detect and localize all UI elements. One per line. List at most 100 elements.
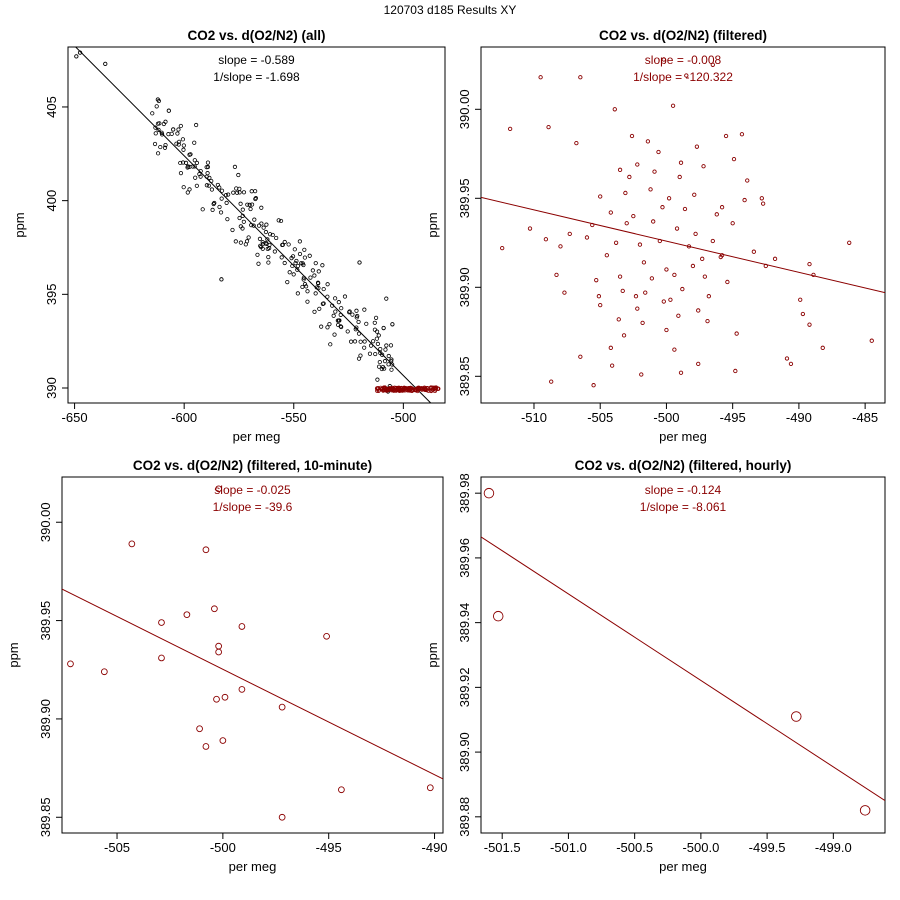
- slope-annotation: slope = -0.025: [214, 483, 291, 497]
- data-point: [645, 139, 651, 144]
- data-point: [287, 270, 292, 275]
- data-point: [236, 172, 241, 178]
- x-tick-label: -500.5: [616, 840, 653, 855]
- data-point: [215, 648, 222, 656]
- x-tick-label: -550: [281, 410, 307, 425]
- data-point: [325, 294, 330, 299]
- x-tick-label: -501.5: [484, 840, 521, 855]
- data-point: [197, 172, 202, 177]
- data-point: [310, 268, 315, 273]
- data-point: [319, 324, 324, 329]
- data-point: [616, 317, 621, 322]
- page-title: 120703 d185 Results XY: [383, 3, 517, 17]
- data-point: [617, 167, 623, 172]
- data-point: [549, 379, 554, 384]
- data-point: [181, 185, 186, 190]
- plot-frame: [480, 46, 886, 404]
- data-point: [330, 303, 335, 308]
- data-point: [734, 331, 739, 336]
- data-point: [617, 274, 623, 279]
- data-point: [380, 364, 386, 370]
- data-point: [731, 156, 737, 162]
- data-point: [249, 202, 255, 207]
- data-point: [276, 218, 281, 223]
- data-point: [378, 346, 383, 352]
- data-point: [320, 263, 325, 268]
- data-point: [218, 210, 224, 215]
- x-tick-label: -500: [210, 840, 236, 855]
- data-point: [249, 223, 254, 228]
- data-point: [661, 57, 666, 62]
- x-axis-label: per meg: [229, 859, 277, 874]
- data-point: [367, 351, 373, 356]
- y-tick-label: 390.00: [38, 502, 53, 542]
- data-point: [327, 322, 332, 327]
- data-point: [345, 329, 350, 334]
- data-point: [640, 320, 645, 326]
- data-point: [354, 325, 359, 330]
- filtered-point: [415, 386, 420, 391]
- data-point: [352, 339, 358, 344]
- data-point: [386, 362, 391, 367]
- data-point: [368, 343, 374, 348]
- data-point: [194, 183, 199, 188]
- data-point: [155, 151, 161, 156]
- panel-title: CO2 vs. d(O2/N2) (filtered, hourly): [575, 458, 792, 473]
- data-point: [350, 312, 355, 317]
- data-point: [103, 61, 108, 67]
- data-point: [426, 784, 434, 792]
- data-point: [354, 315, 359, 320]
- plot-frame: [61, 476, 444, 834]
- data-point: [558, 244, 563, 249]
- data-point: [684, 73, 689, 78]
- data-point: [574, 140, 579, 146]
- data-point: [682, 206, 688, 212]
- data-point: [247, 202, 252, 207]
- data-point: [339, 306, 344, 311]
- data-point: [210, 207, 215, 212]
- data-point: [354, 308, 359, 313]
- data-point: [696, 361, 701, 366]
- data-point: [193, 175, 198, 180]
- data-point: [211, 201, 216, 207]
- x-tick-label: -495: [720, 410, 746, 425]
- data-point: [225, 217, 230, 222]
- filtered-point: [429, 388, 434, 394]
- plot-frame: [480, 476, 886, 834]
- data-point: [389, 367, 394, 372]
- data-point: [308, 275, 313, 280]
- data-point: [162, 145, 168, 150]
- data-point: [204, 183, 209, 188]
- data-point: [156, 98, 161, 104]
- data-point: [312, 273, 317, 278]
- y-axis-label: ppm: [425, 212, 440, 237]
- data-point: [623, 190, 628, 196]
- data-point: [260, 240, 265, 245]
- data-point: [742, 197, 747, 203]
- data-point: [295, 291, 300, 296]
- data-point: [694, 144, 700, 149]
- data-point: [192, 164, 197, 169]
- data-point: [245, 202, 250, 207]
- data-point: [290, 263, 295, 269]
- data-point: [240, 226, 245, 231]
- slope-annotation: slope = -0.589: [218, 53, 295, 67]
- data-point: [205, 171, 210, 176]
- data-point: [538, 75, 543, 80]
- panel-4: CO2 vs. d(O2/N2) (filtered, hourly) -501.…: [425, 458, 886, 874]
- data-point: [710, 238, 715, 244]
- data-point: [745, 178, 750, 183]
- data-point: [291, 272, 296, 277]
- data-point: [215, 182, 220, 188]
- data-point: [674, 226, 680, 231]
- data-point: [286, 242, 291, 247]
- x-tick-label: -499.5: [749, 840, 786, 855]
- x-tick-label: -510: [521, 410, 547, 425]
- fit-line: [62, 588, 443, 780]
- data-point: [256, 261, 261, 266]
- data-point: [620, 288, 625, 294]
- fit-line: [481, 196, 885, 294]
- data-layer: [481, 487, 885, 816]
- data-point: [342, 294, 348, 299]
- data-point: [204, 165, 209, 170]
